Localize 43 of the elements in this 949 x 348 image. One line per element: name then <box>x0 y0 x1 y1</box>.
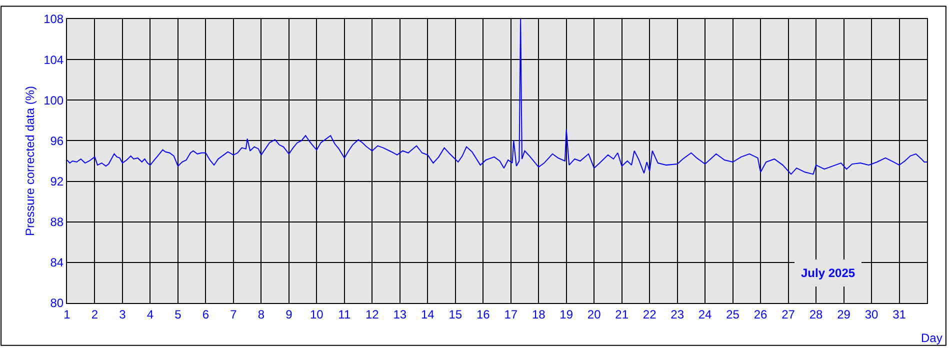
y-tick-label: 80 <box>50 296 64 310</box>
y-tick-label: 108 <box>44 12 64 26</box>
x-tick-label: 3 <box>119 307 126 322</box>
y-tick-label: 96 <box>50 134 64 148</box>
x-tick-label: 1 <box>64 307 71 322</box>
x-tick-label: 23 <box>670 307 684 322</box>
y-tick-label: 100 <box>44 93 64 108</box>
x-tick-label: 6 <box>202 307 210 322</box>
y-tick-label: 92 <box>50 174 64 188</box>
x-tick-label: 20 <box>587 307 602 322</box>
y-tick-label: 84 <box>50 256 64 270</box>
x-axis-title: Day <box>921 331 942 345</box>
x-tick-label: 12 <box>365 307 380 322</box>
x-tick-label: 7 <box>230 307 238 322</box>
x-tick-label: 29 <box>837 307 851 322</box>
x-tick-label: 9 <box>286 307 293 322</box>
x-tick-label: 14 <box>420 307 435 322</box>
x-tick-label: 27 <box>782 307 796 322</box>
x-tick-label: 16 <box>476 307 490 322</box>
line-series <box>67 19 927 175</box>
x-tick-label: 13 <box>393 307 407 322</box>
y-tick-label: 88 <box>50 215 64 230</box>
x-tick-label: 24 <box>698 307 712 322</box>
x-tick-label: 21 <box>615 307 629 322</box>
x-tick-label: 8 <box>258 307 265 322</box>
x-tick-label: 4 <box>146 307 154 322</box>
x-tick-label: 11 <box>338 307 351 322</box>
x-tick-label: 10 <box>310 307 324 322</box>
x-tick-label: 19 <box>560 307 574 322</box>
y-tick-label: 104 <box>44 52 64 67</box>
y-axis-title: Pressure corrected data (%) <box>22 86 37 236</box>
x-tick-label: 25 <box>726 307 740 322</box>
x-tick-label: 2 <box>91 307 98 322</box>
x-tick-label: 15 <box>448 307 462 322</box>
x-tick-label: 17 <box>504 307 518 322</box>
x-tick-label: 18 <box>532 307 546 322</box>
x-tick-label: 22 <box>642 307 657 322</box>
x-tick-label: 5 <box>174 307 182 322</box>
x-tick-label: 31 <box>892 307 906 322</box>
x-tick-label: 26 <box>754 307 768 322</box>
x-tick-label: 30 <box>864 307 879 322</box>
annotation: July 2025 <box>801 266 856 280</box>
x-tick-label: 28 <box>809 307 824 322</box>
